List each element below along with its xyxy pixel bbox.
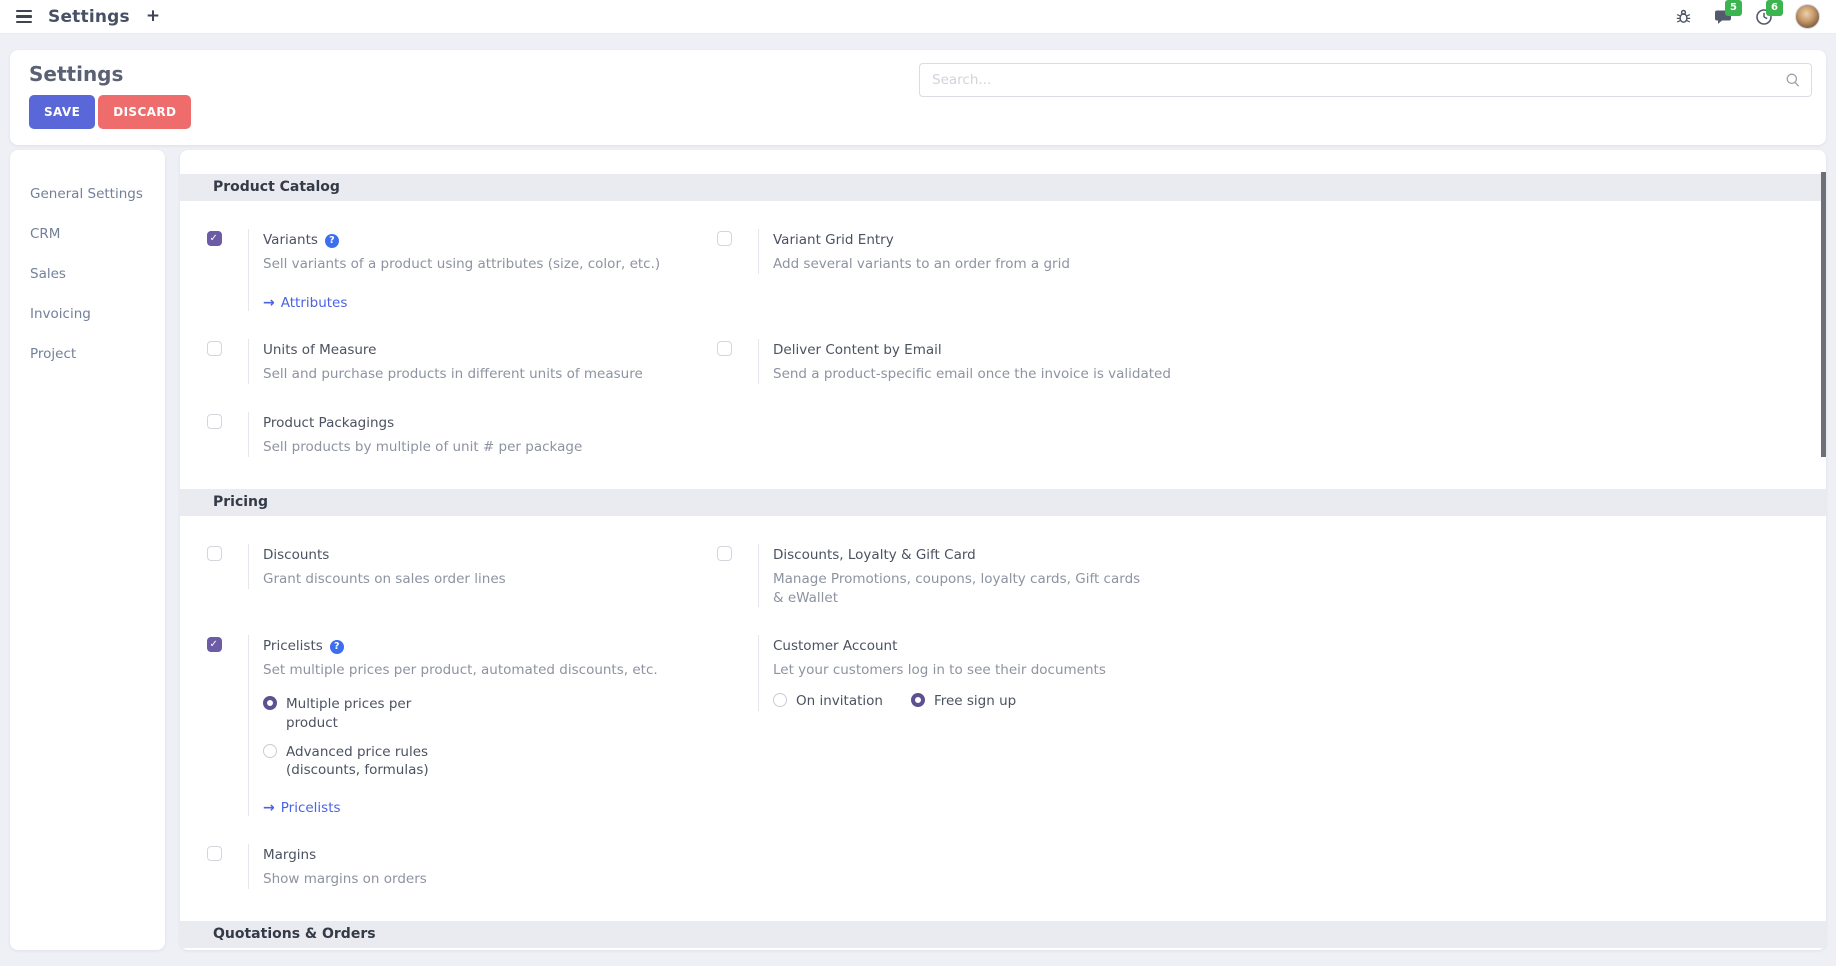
setting-label: Deliver Content by Email — [773, 341, 942, 358]
setting-description: Sell variants of a product using attribu… — [263, 256, 661, 272]
discounts-checkbox[interactable]: ✓ — [206, 545, 222, 561]
multiple-prices-radio[interactable]: Multiple prices per product — [263, 695, 690, 731]
setting-description: Sell products by multiple of unit # per … — [263, 438, 583, 455]
top-navbar: Settings + 5 — [0, 0, 1836, 34]
help-icon: ? — [329, 640, 344, 655]
setting-label: Product Packagings — [263, 414, 395, 431]
setting-description: Add several variants to an order from a … — [773, 256, 1070, 272]
setting-description: Sell and purchase products in different … — [263, 365, 643, 382]
section-product-catalog: Product Catalog ✓ Variants? Sell variant… — [180, 174, 1826, 465]
sidebar-item-invoicing[interactable]: Invoicing — [30, 306, 91, 322]
plus-icon[interactable]: + — [145, 6, 161, 26]
setting-label: Discounts, Loyalty & Gift Card — [773, 546, 976, 563]
setting-item-pricelists: ✓ Pricelists? Set multiple prices per pr… — [180, 607, 690, 817]
on-invitation-radio[interactable]: On invitation — [773, 692, 883, 710]
setting-description: Grant discounts on sales order lines — [263, 570, 506, 587]
scrollbar-thumb[interactable] — [1821, 172, 1826, 457]
setting-item-online-payment: ✓ Online Payment? Request an online paym… — [690, 948, 1200, 950]
advanced-price-rules-radio[interactable]: Advanced price rules (discounts, formula… — [263, 743, 690, 779]
setting-description: Set multiple prices per product, automat… — [263, 662, 658, 679]
radio-icon — [773, 693, 787, 708]
setting-description: Let your customers log in to see their d… — [773, 662, 1106, 679]
control-panel: Settings SAVE DISCARD — [10, 50, 1826, 145]
section-quotations-orders: Quotations & Orders ✓ Online Signature? … — [180, 921, 1826, 950]
setting-label: Variants — [263, 232, 318, 248]
setting-description: Manage Promotions, coupons, loyalty card… — [773, 570, 1141, 606]
search-input[interactable] — [920, 72, 1785, 88]
units-of-measure-checkbox[interactable]: ✓ — [206, 340, 222, 356]
setting-item-online-signature: ✓ Online Signature? Request an online si… — [180, 948, 690, 950]
section-pricing: Pricing ✓ Discounts Grant discounts on s… — [180, 488, 1826, 897]
setting-label: Pricelists — [263, 638, 323, 655]
section-header: Product Catalog — [180, 174, 1826, 201]
search-icon[interactable] — [1785, 72, 1801, 88]
setting-description: Send a product-specific email once the i… — [773, 365, 1171, 382]
pricelists-checkbox[interactable]: ✓ — [206, 637, 222, 653]
save-button[interactable]: SAVE — [29, 95, 96, 129]
attributes-link[interactable]: → Attributes — [263, 294, 348, 311]
arrow-right-icon: → — [263, 294, 275, 311]
setting-item-variants: ✓ Variants? Sell variants of a product u… — [180, 201, 690, 311]
settings-content: Product Catalog ✓ Variants? Sell variant… — [180, 150, 1826, 950]
activities-button[interactable]: 6 — [1755, 0, 1783, 26]
radio-icon — [263, 696, 277, 711]
setting-description: Show margins on orders — [263, 871, 427, 888]
check-icon: ✓ — [209, 639, 218, 651]
navbar-app-title[interactable]: Settings — [48, 6, 130, 27]
activities-count-badge: 6 — [1766, 0, 1783, 16]
setting-item-variant-grid-entry: ✓ Variant Grid Entry Add several variant… — [690, 201, 1200, 274]
settings-sidebar: General Settings CRM Sales Invoicing Pro… — [10, 150, 165, 950]
page-title: Settings — [29, 62, 124, 86]
section-header: Quotations & Orders — [180, 921, 1826, 949]
setting-item-customer-account: Customer Account Let your customers log … — [690, 607, 1200, 711]
variant-grid-entry-checkbox[interactable]: ✓ — [716, 231, 732, 246]
setting-item-product-packagings: ✓ Product Packagings Sell products by mu… — [180, 384, 690, 457]
debug-bug-icon[interactable] — [1675, 8, 1692, 25]
setting-item-discounts: ✓ Discounts Grant discounts on sales ord… — [180, 516, 690, 589]
free-sign-up-radio[interactable]: Free sign up — [910, 692, 1016, 710]
setting-label: Margins — [263, 847, 317, 864]
sidebar-item-general-settings[interactable]: General Settings — [30, 186, 143, 202]
radio-icon — [263, 743, 277, 758]
bug-icon — [1676, 9, 1691, 23]
setting-label: Units of Measure — [263, 341, 377, 358]
messages-count-badge: 5 — [1725, 0, 1742, 16]
sidebar-item-project[interactable]: Project — [30, 346, 77, 362]
setting-item-units-of-measure: ✓ Units of Measure Sell and purchase pro… — [180, 311, 690, 384]
setting-label: Variant Grid Entry — [773, 232, 894, 248]
section-header: Pricing — [180, 488, 1826, 516]
setting-item-discounts-loyalty-gift-card: ✓ Discounts, Loyalty & Gift Card Manage … — [690, 516, 1200, 608]
margins-checkbox[interactable]: ✓ — [206, 846, 222, 862]
sidebar-item-crm[interactable]: CRM — [30, 226, 61, 242]
messages-button[interactable]: 5 — [1714, 0, 1742, 25]
variants-checkbox[interactable]: ✓ — [206, 231, 222, 246]
setting-label: Discounts — [263, 546, 330, 563]
setting-label: Customer Account — [773, 638, 898, 655]
discard-button[interactable]: DISCARD — [98, 95, 192, 129]
radio-icon — [910, 693, 925, 708]
deliver-content-by-email-checkbox[interactable]: ✓ — [716, 340, 732, 356]
apps-menu-icon[interactable] — [16, 8, 32, 26]
search-box — [919, 63, 1812, 97]
pricelists-link[interactable]: → Pricelists — [263, 800, 341, 817]
check-icon: ✓ — [209, 233, 218, 244]
clock-icon — [1756, 8, 1772, 25]
sidebar-item-sales[interactable]: Sales — [30, 266, 66, 282]
setting-item-margins: ✓ Margins Show margins on orders — [180, 816, 690, 890]
setting-item-deliver-content-by-email: ✓ Deliver Content by Email Send a produc… — [690, 311, 1200, 384]
user-avatar[interactable] — [1795, 4, 1820, 29]
product-packagings-checkbox[interactable]: ✓ — [206, 413, 222, 429]
discounts-loyalty-gift-card-checkbox[interactable]: ✓ — [716, 545, 732, 561]
help-icon: ? — [324, 234, 339, 248]
arrow-right-icon: → — [263, 800, 275, 817]
